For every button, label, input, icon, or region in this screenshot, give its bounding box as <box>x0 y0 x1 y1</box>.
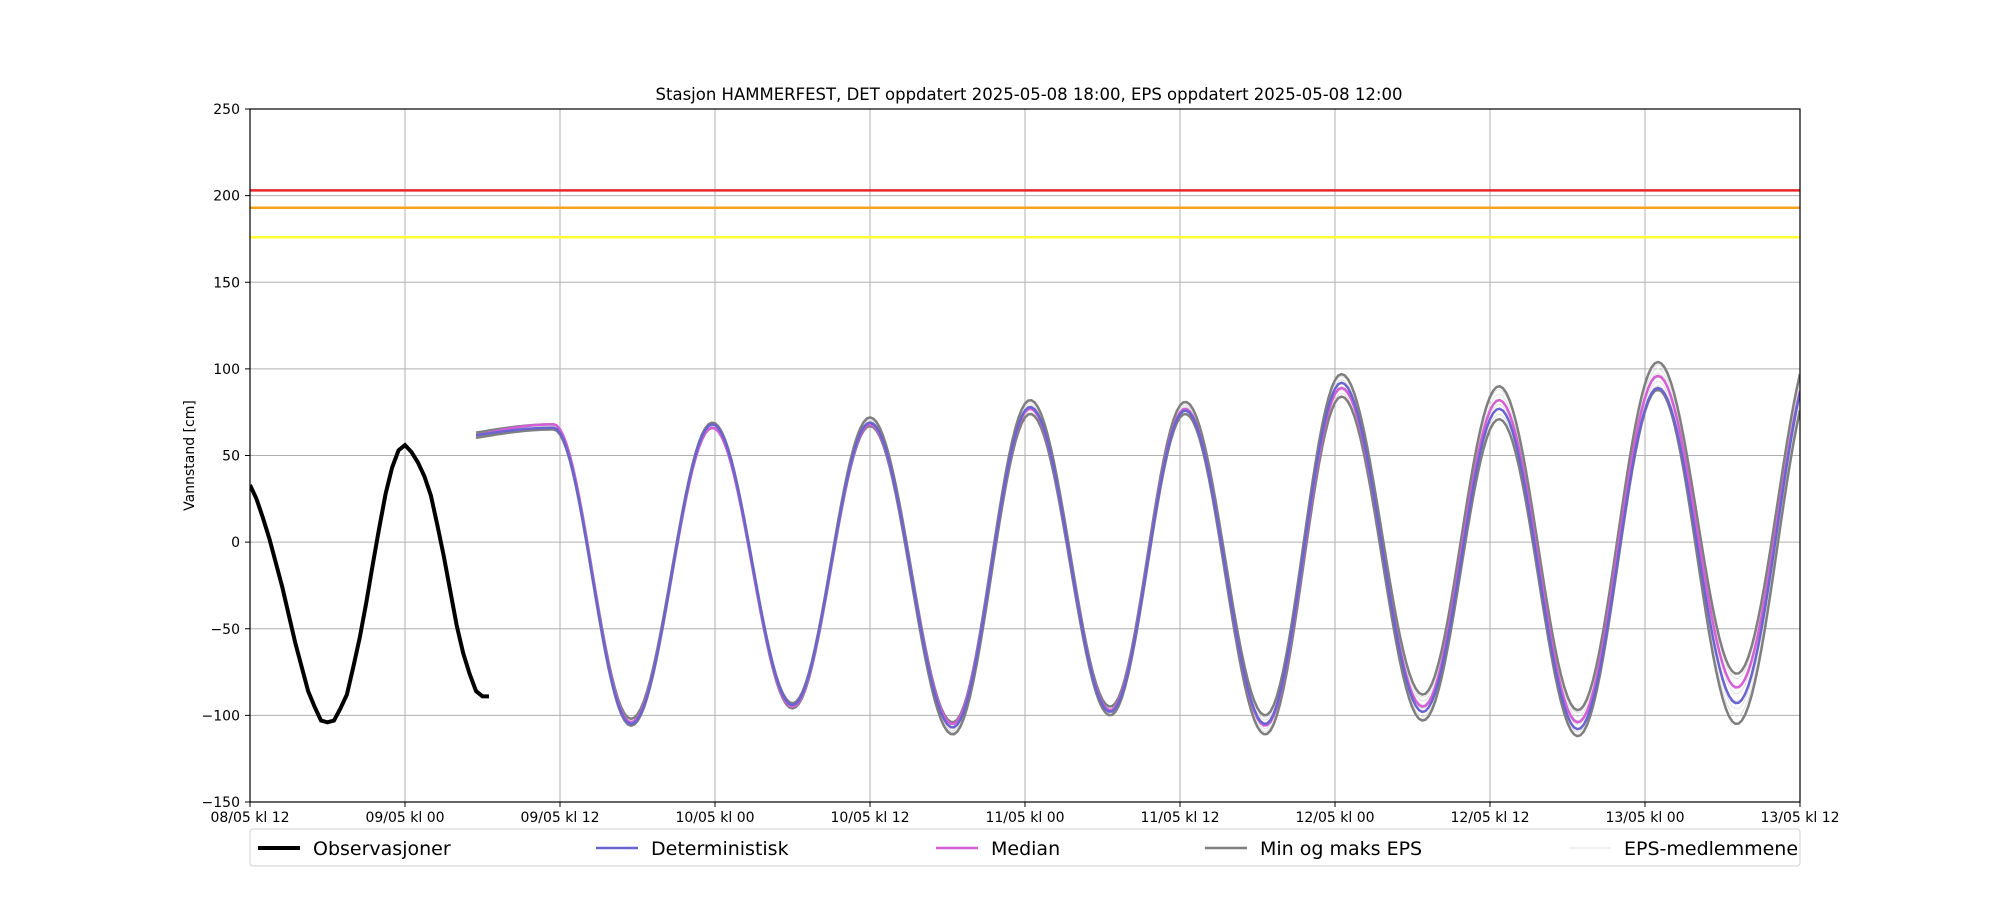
threshold-lines <box>250 189 1800 239</box>
x-tick-label: 13/05 kl 12 <box>1760 810 1839 826</box>
x-tick-label: 09/05 kl 00 <box>365 810 444 826</box>
y-tick-label: 100 <box>213 362 240 378</box>
x-tick-label: 10/05 kl 00 <box>675 810 754 826</box>
y-axis-label: Vannstand [cm] <box>182 400 198 511</box>
y-tick-label: 150 <box>213 275 240 291</box>
y-tick-label: −100 <box>202 708 240 724</box>
tick-labels: −150 −100 −50 0 50 100 150 200 250 08/05 kl 12 09/… <box>202 102 1840 826</box>
x-tick-label: 10/05 kl 12 <box>830 810 909 826</box>
y-tick-label: 250 <box>213 102 240 118</box>
y-tick-label: −50 <box>210 622 240 638</box>
legend-box <box>249 828 1801 867</box>
legend: Observasjoner Deterministisk Median Min og … <box>249 828 1801 867</box>
legend-label: EPS-medlemmene <box>1624 838 1798 860</box>
legend-label: Median <box>991 838 1060 860</box>
series <box>250 360 1800 738</box>
legend-label: Observasjoner <box>313 838 451 860</box>
observations-line <box>250 442 489 725</box>
legend-label: Deterministisk <box>651 838 789 860</box>
y-tick-label: 200 <box>213 189 240 205</box>
x-tick-label: 08/05 kl 12 <box>210 810 289 826</box>
x-tick-label: 12/05 kl 12 <box>1450 810 1529 826</box>
legend-label: Min og maks EPS <box>1260 838 1422 860</box>
y-tick-label: 0 <box>231 535 240 551</box>
y-tick-label: −150 <box>202 795 240 811</box>
x-tick-label: 09/05 kl 12 <box>520 810 599 826</box>
x-tick-label: 12/05 kl 00 <box>1295 810 1374 826</box>
y-tick-label: 50 <box>222 449 240 465</box>
chart-title: Stasjon HAMMERFEST, DET oppdatert 2025-0… <box>656 85 1403 104</box>
x-tick-label: 11/05 kl 12 <box>1140 810 1219 826</box>
x-tick-label: 13/05 kl 00 <box>1605 810 1684 826</box>
x-tick-label: 11/05 kl 00 <box>985 810 1064 826</box>
deterministic-line <box>475 381 1800 731</box>
